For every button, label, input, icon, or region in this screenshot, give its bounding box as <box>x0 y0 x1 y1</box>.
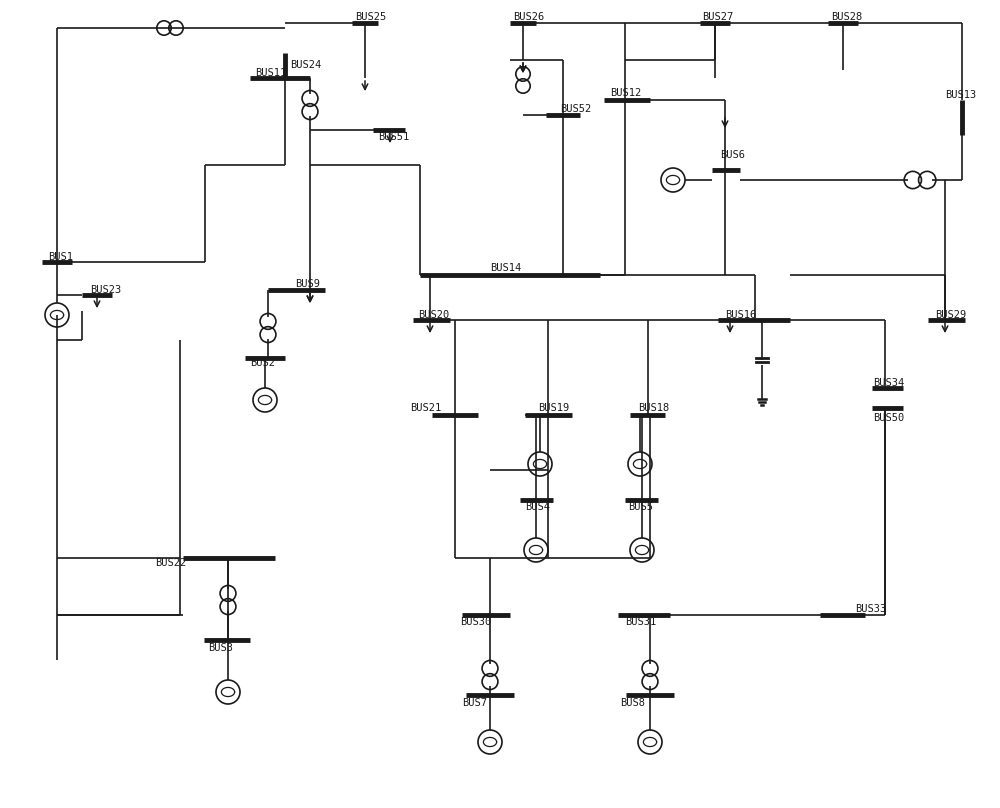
Text: BUS3: BUS3 <box>208 643 233 653</box>
Text: BUS2: BUS2 <box>250 358 275 368</box>
Text: BUS16: BUS16 <box>725 310 756 320</box>
Text: BUS20: BUS20 <box>418 310 449 320</box>
Text: BUS1: BUS1 <box>48 252 73 262</box>
Text: BUS34: BUS34 <box>873 378 904 388</box>
Text: BUS33: BUS33 <box>855 604 886 614</box>
Text: BUS50: BUS50 <box>873 413 904 423</box>
Text: BUS24: BUS24 <box>290 60 321 70</box>
Text: BUS12: BUS12 <box>610 88 641 98</box>
Text: BUS21: BUS21 <box>410 403 441 413</box>
Text: BUS26: BUS26 <box>513 12 544 22</box>
Text: BUS51: BUS51 <box>378 132 409 142</box>
Text: BUS22: BUS22 <box>155 558 186 568</box>
Text: BUS23: BUS23 <box>90 285 121 295</box>
Text: BUS52: BUS52 <box>560 104 591 114</box>
Text: BUS9: BUS9 <box>295 279 320 289</box>
Text: BUS14: BUS14 <box>490 263 521 273</box>
Text: BUS19: BUS19 <box>538 403 569 413</box>
Text: BUS18: BUS18 <box>638 403 669 413</box>
Text: BUS5: BUS5 <box>628 502 653 512</box>
Text: BUS7: BUS7 <box>462 698 487 708</box>
Text: BUS27: BUS27 <box>702 12 733 22</box>
Text: BUS4: BUS4 <box>525 502 550 512</box>
Text: BUS11: BUS11 <box>255 68 286 78</box>
Text: BUS29: BUS29 <box>935 310 966 320</box>
Text: BUS25: BUS25 <box>355 12 386 22</box>
Text: BUS6: BUS6 <box>720 150 745 160</box>
Text: BUS8: BUS8 <box>620 698 645 708</box>
Text: BUS31: BUS31 <box>625 617 656 627</box>
Text: BUS30: BUS30 <box>460 617 491 627</box>
Text: BUS13: BUS13 <box>945 90 976 100</box>
Text: BUS28: BUS28 <box>831 12 862 22</box>
